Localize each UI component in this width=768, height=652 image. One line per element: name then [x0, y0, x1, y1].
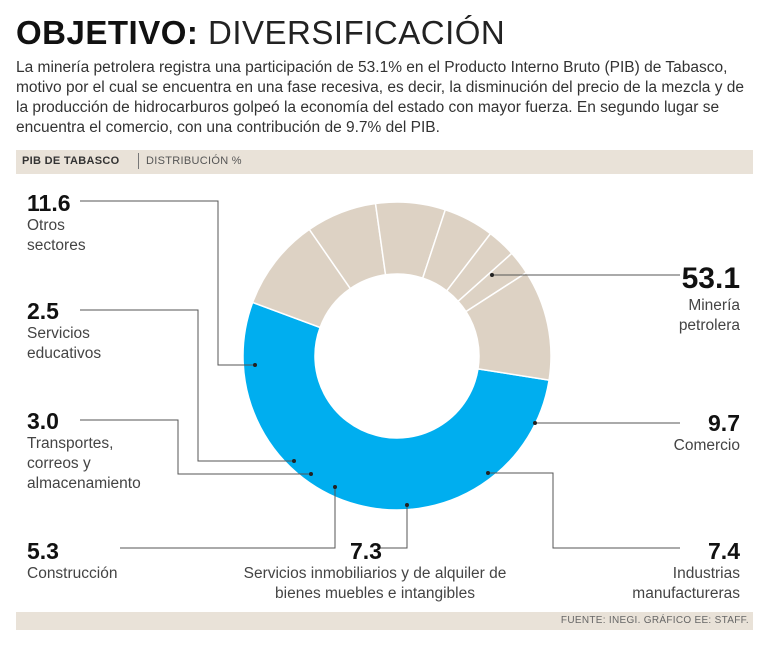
category-label: Minería petrolera	[678, 297, 740, 334]
category-label: Transportes, correos y almacenamiento	[27, 435, 141, 492]
category-label: Servicios educativos	[27, 325, 102, 362]
leader-dot	[309, 472, 313, 476]
donut-slices	[242, 201, 552, 511]
label-industrias-manufactureras: 7.4 Industrias manufactureras	[620, 538, 740, 604]
value-label: 53.1	[681, 262, 740, 295]
label-construccion: 5.3 Construcción	[27, 538, 117, 584]
intro-paragraph: La minería petrolera registra una partic…	[16, 59, 745, 136]
leader-line	[488, 472, 680, 549]
label-servicios-inmobiliarios: 7.3 Servicios inmobiliarios y de alquile…	[240, 538, 510, 604]
chart-header-divider	[138, 153, 139, 169]
leader-line	[80, 309, 294, 462]
leader-dot	[533, 421, 537, 425]
value-label: 2.5	[27, 298, 59, 324]
leader-dot	[333, 485, 337, 489]
chart-header-bar: PIB DE TABASCO DISTRIBUCIÓN %	[16, 150, 753, 174]
leader-dot	[253, 363, 257, 367]
slice-minería	[242, 301, 550, 511]
page-title: OBJETIVO: DIVERSIFICACIÓN	[16, 14, 505, 52]
leader-line	[80, 200, 255, 366]
category-label: Otros sectores	[27, 217, 86, 254]
leader-line	[80, 419, 311, 475]
label-mineria-petrolera: 53.1 Minería petrolera	[650, 262, 740, 336]
value-label: 3.0	[27, 408, 59, 434]
source-text: FUENTE: INEGI. GRÁFICO EE: STAFF.	[560, 615, 749, 626]
value-label: 9.7	[708, 410, 740, 436]
leader-dot	[486, 471, 490, 475]
value-label: 11.6	[27, 190, 71, 216]
category-label: Industrias manufactureras	[632, 565, 740, 602]
leader-dots	[253, 273, 537, 507]
chart-header-label: PIB DE TABASCO	[22, 155, 120, 167]
leader-line	[380, 505, 408, 549]
value-label: 7.3	[350, 538, 382, 564]
label-otros-sectores: 11.6 Otros sectores	[27, 190, 97, 256]
title-light: DIVERSIFICACIÓN	[208, 14, 506, 51]
category-label: Comercio	[673, 437, 740, 454]
slice-otros	[464, 271, 552, 381]
category-label: Construcción	[27, 565, 118, 582]
leader-lines	[80, 200, 680, 549]
source-bar: FUENTE: INEGI. GRÁFICO EE: STAFF.	[16, 612, 753, 630]
leader-line	[120, 487, 336, 549]
value-label: 5.3	[27, 538, 59, 564]
chart-header-sublabel: DISTRIBUCIÓN %	[146, 155, 242, 167]
label-servicios-educativos: 2.5 Servicios educativos	[27, 298, 117, 364]
category-label: Servicios inmobiliarios y de alquiler de…	[243, 565, 507, 602]
label-comercio: 9.7 Comercio	[674, 410, 740, 456]
value-label: 7.4	[708, 538, 740, 564]
title-bold: OBJETIVO:	[16, 14, 199, 51]
leader-dot	[490, 273, 494, 277]
leader-dot	[292, 459, 296, 463]
label-transportes: 3.0 Transportes, correos y almacenamient…	[27, 408, 157, 494]
leader-dot	[405, 503, 409, 507]
